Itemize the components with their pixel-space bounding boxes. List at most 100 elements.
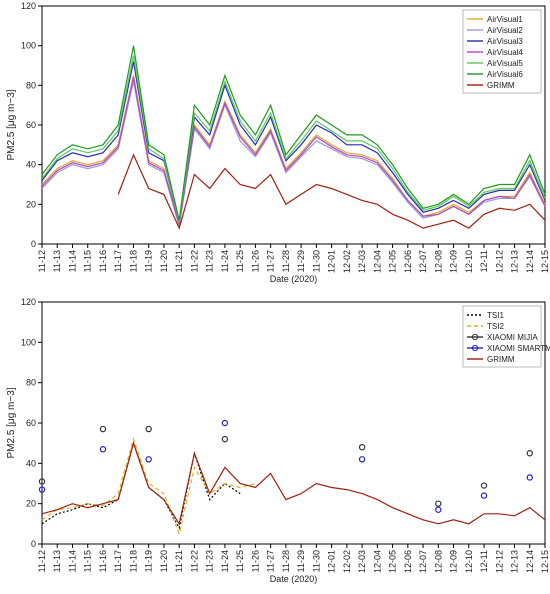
x-axis-label: Date (2020) [270,274,318,284]
x-tick-label: 12-10 [464,550,474,573]
x-tick-label: 11-20 [159,550,169,572]
y-tick-label: 120 [21,297,36,307]
series-marker [435,506,442,513]
x-tick-label: 11-15 [83,250,93,272]
x-tick-label: 11-25 [235,250,245,272]
x-tick-label: 12-13 [510,250,520,273]
x-tick-label: 12-14 [525,250,535,273]
x-tick-label: 11-27 [266,550,276,572]
y-tick-label: 20 [26,499,36,509]
x-tick-label: 12-11 [479,250,489,272]
x-tick-label: 11-24 [220,250,230,272]
x-tick-label: 12-01 [327,250,337,273]
x-tick-label: 12-13 [510,550,520,573]
series-marker [99,446,107,453]
y-tick-label: 20 [26,199,36,209]
series-line [117,153,546,230]
x-tick-label: 11-25 [235,550,245,572]
y-axis-label: PM2.5 [μg m−3] [6,387,17,458]
series-line [41,61,546,223]
x-tick-label: 11-27 [266,250,276,272]
x-tick-label: 11-30 [311,550,321,572]
x-tick-label: 11-30 [311,250,321,272]
y-tick-label: 60 [26,418,36,428]
y-axis-label: PM2.5 [μg m−3] [6,89,17,160]
x-tick-label: 12-02 [342,550,352,573]
x-tick-label: 11-12 [37,250,47,272]
x-tick-label: 11-19 [144,550,154,572]
y-tick-label: 60 [26,120,36,130]
legend-label: AirVisual2 [487,26,523,35]
legend-label: GRIMM [487,81,515,90]
x-tick-label: 11-28 [281,550,291,572]
series-line [41,45,546,221]
series-marker [99,425,107,433]
x-tick-label: 12-07 [418,550,428,573]
series-line [41,77,546,225]
y-tick-label: 80 [26,378,36,388]
y-tick-label: 100 [21,41,36,51]
series-marker [480,482,488,489]
x-tick-label: 11-23 [205,550,215,572]
x-tick-label: 11-21 [174,250,184,272]
series-marker [358,456,366,463]
series-marker [145,425,152,433]
x-tick-label: 12-14 [525,550,535,573]
x-tick-label: 11-16 [98,550,108,572]
x-tick-label: 11-13 [52,550,62,572]
x-tick-label: 12-12 [494,550,504,573]
y-tick-label: 0 [31,539,36,549]
x-tick-label: 12-15 [540,550,550,573]
series-marker [435,500,442,507]
x-tick-label: 11-22 [189,550,199,572]
legend-label: AirVisual5 [487,59,523,68]
series-marker [526,450,533,457]
x-tick-label: 11-29 [296,550,306,572]
legend-label: TSI1 [487,311,504,320]
x-tick-label: 11-19 [144,250,154,272]
series-marker [145,456,152,463]
x-tick-label: 11-26 [250,550,260,572]
legend-label: XIAOMI SMARTMI [487,344,550,353]
x-tick-label: 11-18 [128,250,138,272]
x-tick-label: 12-04 [372,550,382,573]
series-marker [358,444,366,451]
legend-label: AirVisual1 [487,15,523,24]
x-tick-label: 12-06 [403,550,413,573]
legend-label: AirVisual4 [487,48,523,57]
x-tick-label: 12-08 [433,250,443,273]
x-tick-label: 11-13 [52,250,62,272]
x-tick-label: 12-03 [357,250,367,273]
x-tick-label: 11-14 [67,250,77,272]
x-tick-label: 11-24 [220,550,230,572]
x-tick-label: 11-22 [189,250,199,272]
y-tick-label: 80 [26,80,36,90]
x-tick-label: 11-28 [281,250,291,272]
series-marker [221,419,229,427]
series-marker [38,478,46,485]
y-tick-label: 100 [21,337,36,347]
series-marker [38,486,46,493]
x-tick-label: 11-20 [159,250,169,272]
x-tick-label: 12-11 [479,550,489,572]
x-tick-label: 11-16 [98,250,108,272]
x-tick-label: 12-10 [464,250,474,273]
x-tick-label: 11-29 [296,250,306,272]
series-line [41,55,546,223]
x-tick-label: 12-12 [494,250,504,273]
x-tick-label: 12-05 [388,550,398,573]
x-tick-label: 11-23 [205,250,215,272]
series-line [41,437,256,536]
x-tick-label: 11-17 [113,250,123,272]
legend-label: XIAOMI MIJIA [487,333,538,342]
x-tick-label: 11-17 [113,550,123,572]
series-line [41,441,546,526]
y-tick-label: 40 [26,458,36,468]
x-tick-label: 12-09 [449,250,459,273]
x-tick-label: 12-04 [372,250,382,273]
x-tick-label: 12-01 [327,550,337,573]
series-marker [526,474,533,481]
series-marker [480,492,488,499]
legend-marker [471,333,479,341]
